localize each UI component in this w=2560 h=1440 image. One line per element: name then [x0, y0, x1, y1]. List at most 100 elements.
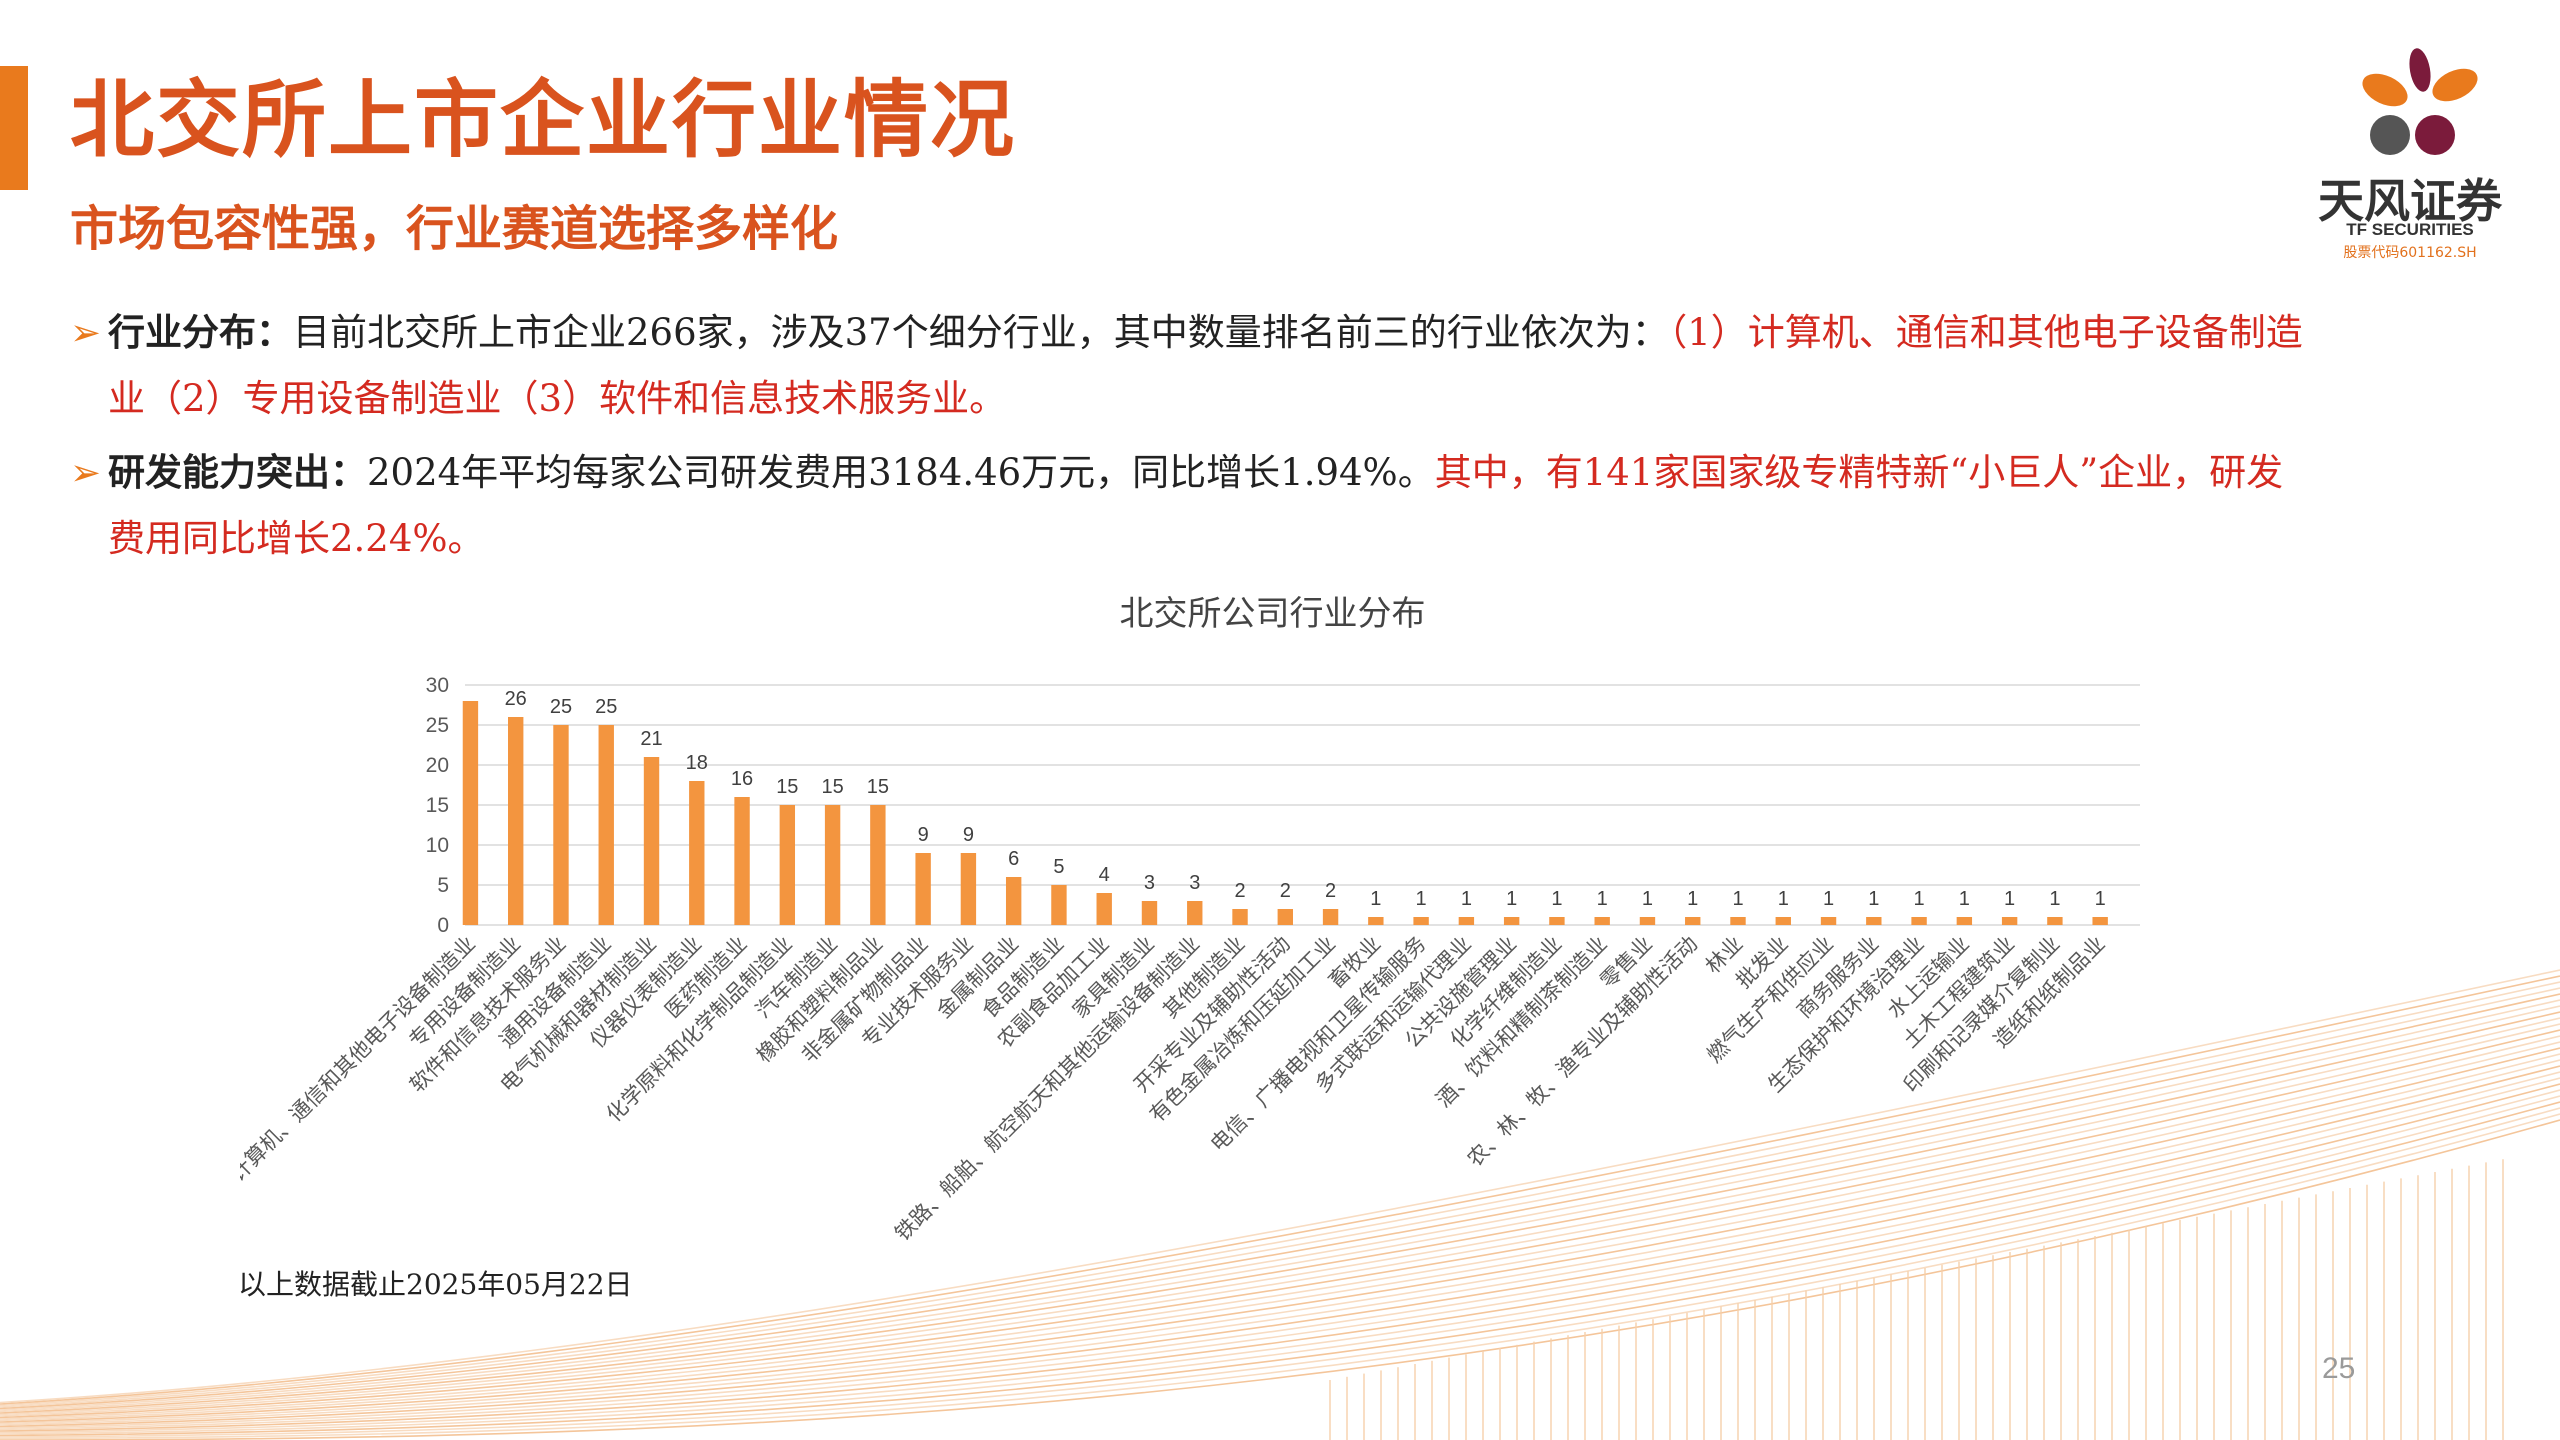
arrow-bullet-icon: ➢ [70, 451, 102, 494]
data-label: 15 [776, 776, 798, 798]
data-label: 1 [1868, 888, 1879, 910]
logo-flower-icon [2362, 48, 2478, 155]
data-label: 1 [1506, 888, 1517, 910]
wave-line [0, 1107, 2560, 1438]
data-label: 16 [731, 768, 753, 790]
wave-line [0, 1113, 2560, 1440]
bullet-lead: 研发能力突出： [108, 451, 367, 494]
data-label: 21 [640, 728, 662, 750]
data-label: 15 [867, 776, 889, 798]
wave-line [0, 1011, 2560, 1414]
wave-line [0, 1059, 2560, 1426]
data-label: 1 [1914, 888, 1925, 910]
bar [508, 717, 524, 925]
bar [870, 805, 886, 925]
data-label: 2 [1234, 880, 1245, 902]
data-label: 1 [2095, 888, 2106, 910]
y-tick-label: 15 [426, 794, 449, 817]
data-label: 4 [1099, 864, 1110, 886]
bar [1730, 917, 1746, 925]
wave-line [0, 1065, 2560, 1428]
y-tick-label: 10 [426, 834, 449, 857]
wave-line [0, 981, 2560, 1407]
data-label: 26 [505, 688, 527, 710]
wave-line [0, 1035, 2560, 1420]
chart-title: 北交所公司行业分布 [1120, 594, 1426, 634]
bar [1594, 917, 1610, 925]
data-label: 1 [1959, 888, 1970, 910]
wave-line [0, 1047, 2560, 1423]
page-number: 25 [2322, 1352, 2356, 1385]
bullet-text: 目前北交所上市企业266家，涉及37个细分行业，其中数量排名前三的行业依次为： [293, 311, 1669, 354]
data-label: 9 [963, 824, 974, 846]
wave-line [0, 1029, 2560, 1419]
bar [824, 805, 841, 925]
y-tick-label: 30 [426, 674, 449, 697]
bar [1866, 917, 1882, 925]
wave-line [0, 993, 2560, 1410]
wave-line [0, 1089, 2560, 1434]
bar [1232, 909, 1248, 925]
bar [1368, 917, 1384, 925]
data-label: 15 [821, 776, 843, 798]
bar [2092, 917, 2108, 925]
arrow-bullet-icon: ➢ [70, 311, 102, 354]
bar [1911, 917, 1927, 925]
logo-stock-code: 股票代码601162.SH [2343, 245, 2477, 261]
bar [1685, 917, 1701, 925]
data-label: 1 [1461, 888, 1472, 910]
y-tick-label: 0 [437, 914, 449, 937]
wave-line [0, 987, 2560, 1408]
bar [734, 797, 750, 925]
bar [689, 781, 705, 925]
data-label: 2 [1325, 880, 1336, 902]
wave-line [0, 1119, 2560, 1440]
data-label: 1 [1642, 888, 1653, 910]
bar [462, 701, 479, 925]
data-label: 18 [686, 752, 708, 774]
data-label: 1 [1687, 888, 1698, 910]
bar [1503, 917, 1520, 925]
wave-line [0, 1005, 2560, 1413]
data-label: 3 [1144, 872, 1155, 894]
data-label: 2 [1280, 880, 1291, 902]
data-label: 1 [1370, 888, 1381, 910]
wave-line [0, 1101, 2560, 1437]
bullet-text: 2024年平均每家公司研发费用3184.46万元，同比增长1.94%。 [367, 451, 1435, 494]
bar [1549, 917, 1565, 925]
data-label: 3 [1189, 872, 1200, 894]
data-label: 1 [1778, 888, 1789, 910]
wave-line [0, 969, 2560, 1404]
logo-name-en: TF SECURITIES [2346, 220, 2474, 239]
bar [1820, 917, 1837, 925]
bar [2001, 917, 2018, 925]
bar [598, 725, 614, 925]
bar [1458, 917, 1475, 925]
wave-line [0, 975, 2560, 1405]
data-label: 25 [595, 696, 617, 718]
bar [643, 757, 660, 925]
y-tick-label: 5 [437, 874, 449, 897]
industry-bar-chart: 北交所公司行业分布051015202530计算机、通信和其他电子设备制造业26专… [240, 594, 2140, 1245]
bar [1005, 877, 1022, 925]
page-subtitle: 市场包容性强，行业赛道选择多样化 [70, 201, 839, 257]
bar [1322, 909, 1339, 925]
bar [1051, 885, 1067, 925]
logo-name-cn: 天风证券 [2318, 174, 2502, 228]
bar [1413, 917, 1429, 925]
bullet-lead: 行业分布： [108, 311, 293, 354]
y-tick-label: 20 [426, 754, 449, 777]
bar [1956, 917, 1973, 925]
bar [1187, 901, 1203, 925]
bar [915, 853, 931, 925]
data-label: 25 [550, 696, 572, 718]
data-label: 1 [1732, 888, 1743, 910]
bar [1639, 917, 1656, 925]
bullet-highlight: （1）计算机、通信和其他电子设备制造业（2）专用设备制造业（3）软件和信息技术服… [108, 311, 2303, 420]
bullet-industry-distribution: ➢ 行业分布：目前北交所上市企业266家，涉及37个细分行业，其中数量排名前三的… [70, 300, 2310, 432]
wave-line [0, 999, 2560, 1411]
wave-line [0, 1017, 2560, 1416]
wave-line [0, 1071, 2560, 1429]
company-logo: 天风证券 TF SECURITIES 股票代码601162.SH [2300, 40, 2520, 270]
y-tick-label: 25 [426, 714, 449, 737]
